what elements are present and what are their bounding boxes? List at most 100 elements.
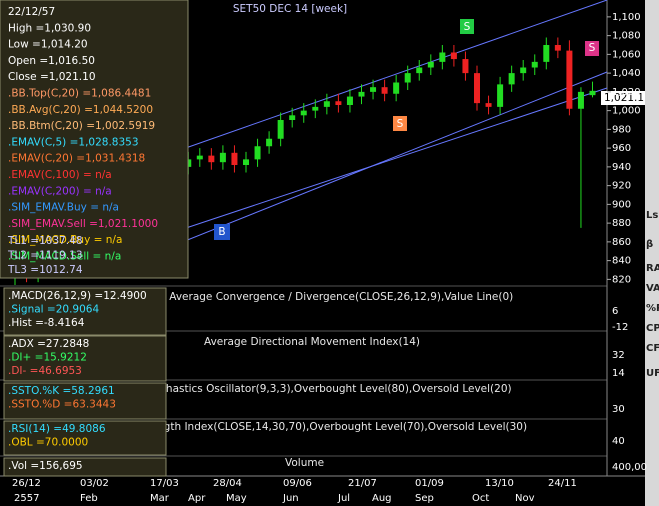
y-tick-label: 1,020 [612,87,641,98]
date-label: 17/03 [150,478,179,489]
info-line: .EMAV(C,100) = n/a [8,169,112,181]
date-label: 21/07 [348,478,377,489]
y-tick-label: 980 [612,124,631,135]
info-box [3,335,167,382]
candle-body [266,138,273,147]
y-tick-label: 1,100 [612,12,641,23]
chart-title: SET50 DEC 14 [week] [233,3,347,15]
info-box [3,287,167,336]
info-line: .MACD(26,12,9) =12.4900 [8,290,147,302]
info-line: .Vol =156,695 [8,460,83,472]
toolbar [645,0,659,506]
info-line: .BB.Btm(C,20) =1,002.5919 [8,120,155,132]
candle-body [254,146,261,160]
info-box [0,0,189,279]
panel-title: Moving Average Convergence / Divergence(… [128,291,513,303]
date-label: 01/09 [415,478,444,489]
candle-body [219,152,226,163]
candle-body [289,115,296,120]
y-tick-label: 940 [612,162,631,173]
month-label: Mar [150,493,170,504]
toolbar-button[interactable]: CF [646,343,659,354]
toolbar-button[interactable]: Ls [646,210,658,221]
candle-body [208,155,215,163]
panel-title: Relative Strength Index(CLOSE,14,30,70),… [90,421,527,433]
info-box [3,382,167,420]
month-label: Sep [415,493,434,504]
month-label: Feb [80,493,98,504]
candle-body [358,91,365,97]
toolbar-button[interactable]: CP [646,323,659,334]
signal-label: S [589,42,596,54]
info-lines: 22/12/57 High =1,030.90 Low =1,014.20 Open … [7,6,158,276]
info-line: .BB.Top(C,20) =1,086.4481 [8,88,151,100]
toolbar-items: β RA VA %P CP CF UF Ls [646,210,659,379]
candle-body [543,45,550,62]
toolbar-button[interactable]: β [646,239,653,250]
toolbar-button[interactable]: %P [646,303,659,314]
candle-body [346,96,353,105]
info-line: .Signal =20.9064 [8,304,99,316]
info-line: .DI- =46.6953 [8,365,82,377]
month-label: Aug [372,493,392,504]
candle-body [485,103,492,107]
info-line: .OBL =70.0000 [8,437,88,449]
month-label: Jul [337,493,350,504]
candle-body [416,67,423,74]
candle-body [427,61,434,68]
candle-body [312,106,319,111]
candle-body [589,90,596,96]
candle-body [196,155,203,160]
info-line: .Hist =-8.4164 [8,317,85,329]
toolbar-button[interactable]: UF [646,368,659,379]
candle-body [243,159,249,165]
candle-body [462,59,469,74]
trendline-value: TL2 =1119.13 [7,250,83,262]
y-tick-label: 32 [612,350,625,361]
candle-body [566,50,573,109]
info-line: .EMAV(C,5) =1,028.8353 [8,136,139,148]
date-label: 13/10 [485,478,514,489]
info-line: Open =1,016.50 [8,55,95,67]
date-label: 26/12 [12,478,41,489]
panel-title: Slow Stochastics Oscillator(9,3,3),Overb… [115,383,512,395]
info-line: .EMAV(C,20) =1,031.4318 [8,153,145,165]
month-label: Nov [515,493,535,504]
candle-body [497,84,504,107]
info-line: .DI+ =15.9212 [8,352,87,364]
candle-body [231,152,238,165]
signal-marker [585,41,599,56]
signal-marker [393,116,407,131]
month-label: Jun [282,493,299,504]
y-tick-label: 920 [612,181,631,192]
candle-body [520,67,527,74]
info-line: .SIM_EMAV.Sell =1,021.1000 [8,218,158,230]
info-line: 22/12/57 [8,6,55,18]
y-tick-label: 30 [612,404,625,415]
y-tick-label: 1,000 [612,106,641,117]
signal-label: B [218,226,225,238]
month-label: 2557 [14,493,39,504]
toolbar-button[interactable]: RA [646,263,659,274]
y-tick-label: 1,060 [612,49,641,60]
y-tick-label: 840 [612,256,631,267]
candle-body [277,120,284,139]
price-tag [601,91,645,105]
trendline-value: TL3 =1012.74 [7,264,83,276]
info-line: .SSTO.%K =58.2961 [8,385,115,397]
info-line: High =1,030.90 [8,22,91,34]
y-tick-label: 900 [612,199,631,210]
candle-body [554,45,561,51]
axes: 8208408608809009209409609801,0001,0201,0… [12,12,641,504]
candle-body [531,61,538,68]
date-label: 09/06 [283,478,312,489]
candle-body [450,52,457,60]
toolbar-button[interactable]: VA [646,283,659,294]
y-tick-label: 40 [612,436,625,447]
candle-body [508,73,515,85]
y-tick-label: 820 [612,274,631,285]
y-tick-label: 960 [612,143,631,154]
info-line: .SSTO.%D =63.3443 [8,399,116,411]
info-line: .SIM_EMAV.Buy = n/a [8,202,119,214]
